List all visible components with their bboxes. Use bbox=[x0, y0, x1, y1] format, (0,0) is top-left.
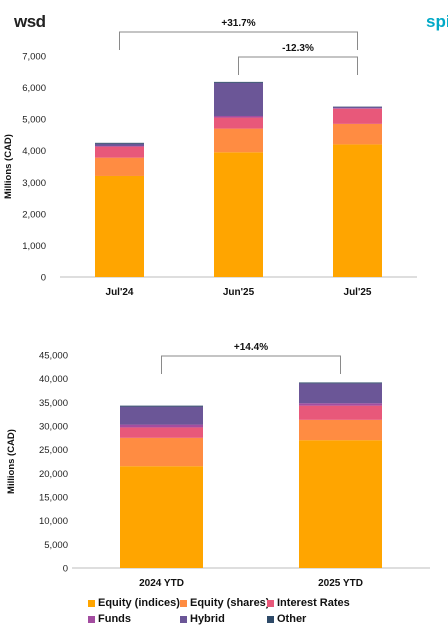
legend-swatch-funds bbox=[88, 616, 95, 623]
legend-label-other: Other bbox=[277, 613, 307, 625]
bar-segment-hybrid bbox=[214, 82, 263, 116]
y-tick-label: 10,000 bbox=[39, 516, 68, 527]
spi-logo: spi bbox=[426, 12, 448, 31]
legend-swatch-interest-rates bbox=[267, 600, 274, 607]
y-tick-label: 35,000 bbox=[39, 398, 68, 409]
bar-segment-equity-indices bbox=[120, 466, 203, 568]
bar-segment-other bbox=[299, 382, 382, 384]
bar-segment-equity-shares bbox=[120, 437, 203, 467]
change-annotation: -12.3% bbox=[282, 43, 314, 54]
bar-segment-hybrid bbox=[333, 106, 382, 109]
y-axis-title: Millions (CAD) bbox=[3, 134, 14, 199]
legend-label-hybrid: Hybrid bbox=[190, 613, 225, 625]
bar-segment-interest-rates bbox=[214, 117, 263, 129]
x-tick-label: Jul'25 bbox=[344, 287, 372, 298]
legend-label-equity-indices: Equity (indices) bbox=[98, 597, 180, 609]
bar-segment-hybrid bbox=[120, 406, 203, 425]
bar-segment-funds bbox=[120, 424, 203, 428]
y-axis-title: Millions (CAD) bbox=[6, 429, 17, 494]
bar-segment-equity-shares bbox=[333, 123, 382, 145]
legend-swatch-other bbox=[267, 616, 274, 623]
change-annotation: +14.4% bbox=[234, 342, 268, 353]
monthly-stacked-bar-chart: 0 1,000 2,000 3,000 4,000 5,000 6,000 7,000 Mill… bbox=[3, 18, 417, 298]
bar-segment-interest-rates bbox=[120, 427, 203, 438]
bar-segment-other bbox=[95, 142, 144, 144]
y-tick-label: 0 bbox=[41, 273, 46, 284]
x-tick-label: 2024 YTD bbox=[139, 578, 184, 589]
bar-segment-funds bbox=[333, 108, 382, 109]
y-tick-label: 1,000 bbox=[22, 241, 46, 252]
y-tick-label: 6,000 bbox=[22, 83, 46, 94]
change-bracket bbox=[161, 355, 341, 374]
legend-label-interest-rates: Interest Rates bbox=[277, 597, 350, 609]
y-tick-label: 25,000 bbox=[39, 445, 68, 456]
bar-segment-equity-shares bbox=[214, 128, 263, 153]
bar-segment-funds bbox=[299, 403, 382, 406]
ytd-stacked-bar-chart: 0 5,000 10,000 15,000 20,000 25,000 30,000 35,0… bbox=[6, 342, 430, 625]
bar-segment-equity-indices bbox=[299, 440, 382, 568]
bar-segment-funds bbox=[95, 145, 144, 147]
bar-segment-other bbox=[120, 405, 203, 407]
legend-swatch-equity-indices bbox=[88, 600, 95, 607]
x-tick-label: Jul'24 bbox=[106, 287, 134, 298]
bar-segment-hybrid bbox=[299, 383, 382, 404]
wsd-logo: wsd bbox=[14, 12, 46, 31]
bar-segment-hybrid bbox=[95, 143, 144, 146]
x-tick-label: Jun'25 bbox=[223, 287, 255, 298]
bar-segment-equity-indices bbox=[95, 175, 144, 277]
change-bracket bbox=[238, 56, 358, 75]
bar-segment-interest-rates bbox=[333, 108, 382, 124]
y-tick-label: 20,000 bbox=[39, 469, 68, 480]
y-tick-label: 30,000 bbox=[39, 422, 68, 433]
bar-segment-equity-shares bbox=[95, 157, 144, 176]
y-tick-label: 3,000 bbox=[22, 178, 46, 189]
bar-segment-funds bbox=[214, 115, 263, 118]
bar-segment-interest-rates bbox=[95, 146, 144, 158]
bar-segment-equity-shares bbox=[299, 419, 382, 441]
y-tick-label: 7,000 bbox=[22, 52, 46, 63]
y-tick-label: 0 bbox=[63, 564, 68, 575]
bar-segment-interest-rates bbox=[299, 405, 382, 420]
y-tick-label: 40,000 bbox=[39, 374, 68, 385]
change-bracket bbox=[119, 31, 358, 50]
y-tick-label: 2,000 bbox=[22, 209, 46, 220]
x-tick-label: 2025 YTD bbox=[318, 578, 363, 589]
y-tick-label: 5,000 bbox=[44, 540, 68, 551]
bar-segment-equity-indices bbox=[333, 144, 382, 277]
y-tick-label: 5,000 bbox=[22, 115, 46, 126]
bar-segment-other bbox=[214, 81, 263, 83]
legend-swatch-equity-shares bbox=[180, 600, 187, 607]
y-tick-label: 45,000 bbox=[39, 351, 68, 362]
bar-segment-equity-indices bbox=[214, 152, 263, 277]
y-tick-label: 4,000 bbox=[22, 146, 46, 157]
change-annotation: +31.7% bbox=[221, 18, 255, 29]
legend-label-equity-shares: Equity (shares) bbox=[190, 597, 270, 609]
y-tick-label: 15,000 bbox=[39, 493, 68, 504]
legend-swatch-hybrid bbox=[180, 616, 187, 623]
legend-label-funds: Funds bbox=[98, 613, 131, 625]
